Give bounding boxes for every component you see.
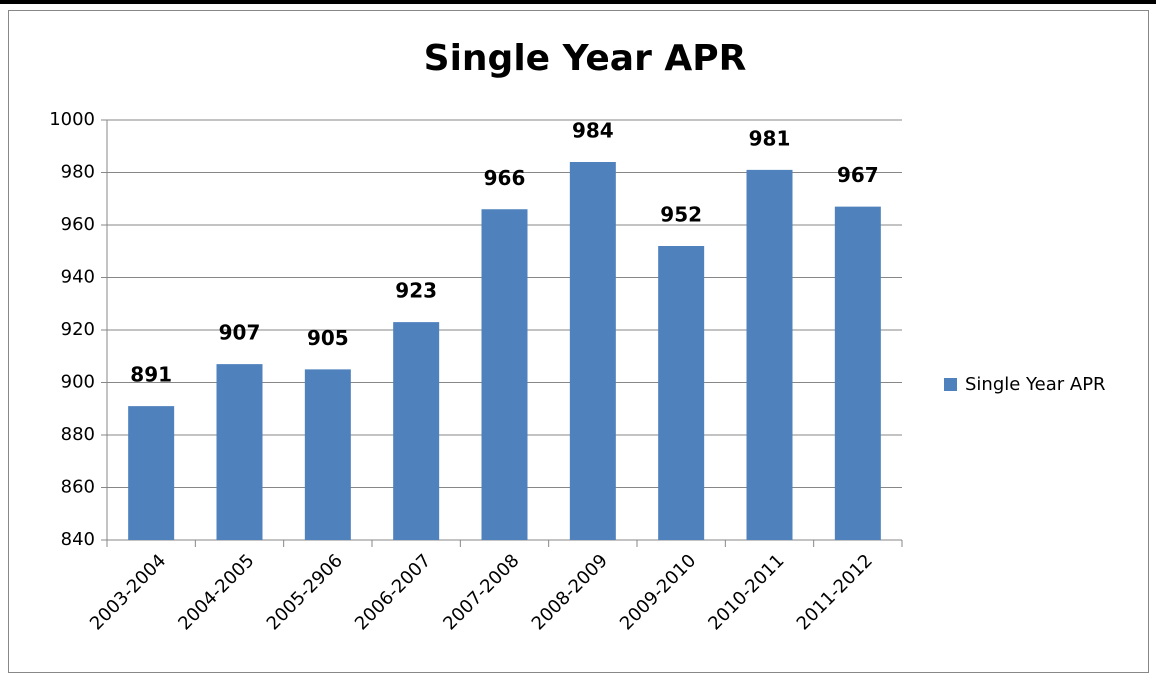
bar: [481, 209, 528, 540]
cropped-header: [0, 0, 1156, 4]
y-tick-label: 840: [61, 529, 95, 550]
y-tick-label: 880: [61, 424, 95, 445]
y-tick-label: 1000: [49, 109, 95, 130]
data-label: 984: [572, 119, 614, 143]
data-label: 952: [660, 203, 702, 227]
data-label: 891: [130, 363, 172, 387]
data-label: 966: [484, 166, 526, 190]
bar: [746, 169, 793, 540]
data-label: 923: [395, 279, 437, 303]
bar: [658, 246, 705, 540]
data-label: 981: [749, 126, 791, 150]
y-tick-label: 940: [61, 267, 95, 288]
y-tick-label: 920: [61, 319, 95, 340]
data-label: 967: [837, 163, 879, 187]
y-tick-label: 980: [61, 162, 95, 183]
bar: [304, 369, 351, 540]
chart-title: Single Year APR: [424, 38, 747, 79]
y-tick-label: 860: [61, 477, 95, 498]
bar: [216, 364, 263, 540]
bar: [393, 322, 440, 540]
bar: [834, 206, 881, 540]
bar: [128, 406, 175, 540]
legend-label: Single Year APR: [965, 374, 1106, 395]
bar: [569, 162, 616, 540]
data-label: 905: [307, 326, 349, 350]
y-tick-label: 960: [61, 214, 95, 235]
legend-swatch: [944, 378, 957, 391]
data-label: 907: [219, 321, 261, 345]
y-tick-label: 900: [61, 372, 95, 393]
